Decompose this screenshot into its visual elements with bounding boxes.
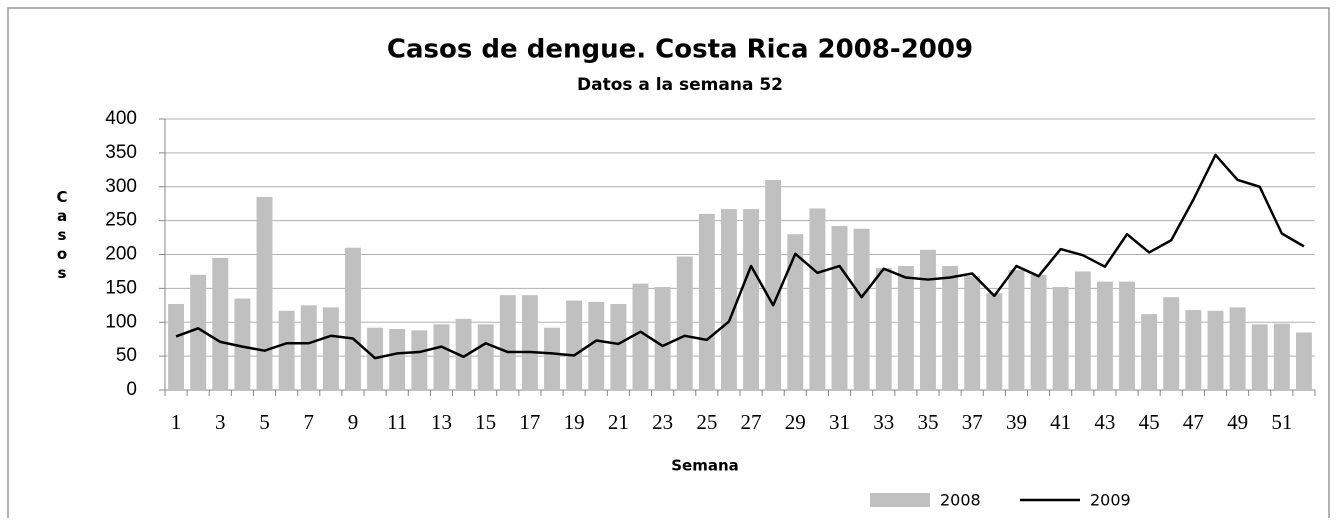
bar [455,318,472,390]
bar [1008,270,1025,390]
x-tick-label: 45 [1139,410,1160,434]
x-tick-label: 43 [1094,410,1115,434]
bar [234,298,251,390]
x-tick-label: 7 [304,410,315,434]
y-tick-label: 250 [105,210,137,231]
x-tick-label: 21 [608,410,629,434]
bar [566,300,583,390]
x-tick-label: 37 [962,410,983,434]
bar [1119,281,1135,390]
x-tick-label: 39 [1006,410,1027,434]
x-tick-label: 27 [741,410,762,434]
x-tick-label: 17 [519,410,540,434]
chart-frame [7,7,1330,523]
bar [1185,310,1202,390]
y-tick-label: 150 [105,277,137,298]
y-tick-label: 50 [116,345,137,366]
bar [1052,287,1069,390]
bar [1229,307,1246,390]
bar [676,256,693,390]
line [175,153,1305,360]
bar [698,213,715,390]
bar [1141,314,1158,390]
bar [1207,310,1224,390]
bar [654,287,671,390]
bar [875,268,892,390]
x-tick-label: 3 [215,410,226,434]
x-axis-label: Semana [671,457,739,475]
bar [1295,332,1312,390]
x-tick-label: 19 [564,410,585,434]
bar [190,274,207,390]
bar [1251,324,1268,390]
bar [986,293,1003,390]
y-tick-label: 400 [105,108,137,129]
x-tick-label: 47 [1183,410,1204,434]
bar [389,329,406,390]
bar [256,196,273,390]
bar [610,303,627,390]
bar [743,209,760,390]
bar [853,228,870,390]
x-tick-label: 23 [652,410,673,434]
legend-label: 2008 [940,491,981,510]
bar [300,305,317,390]
x-tick-label: 49 [1227,410,1248,434]
x-tick-label: 35 [917,410,938,434]
bar [278,310,295,390]
bar [765,179,782,390]
chart-subtitle: Datos a la semana 52 [577,75,783,95]
bar [1030,274,1047,390]
y-tick-label: 200 [105,244,137,265]
x-tick-label: 41 [1050,410,1071,434]
y-tick-label: 300 [105,176,137,197]
x-tick-label: 51 [1271,410,1292,434]
bar [588,301,605,390]
bar [964,276,981,390]
bar [897,266,914,390]
bar [433,324,450,390]
bar [1074,271,1091,390]
bar [831,226,848,390]
x-tick-label: 13 [431,410,452,434]
x-tick-label: 5 [259,410,270,434]
bar [168,303,185,390]
bar [411,330,428,390]
bar [787,234,804,390]
bar [1096,281,1113,390]
x-tick-label: 15 [475,410,496,434]
y-tick-label: 0 [126,379,137,400]
legend-label: 2009 [1090,491,1131,510]
bar [720,209,737,390]
bar [942,266,959,390]
bar [632,283,649,390]
bar [920,249,936,390]
bar [544,327,560,390]
bar [1273,323,1290,390]
bar [322,307,339,390]
y-axis-label: Casos [56,188,68,282]
x-tick-label: 11 [387,410,407,434]
x-tick-label: 25 [696,410,717,434]
legend-swatch [870,493,930,507]
bar [212,257,229,390]
y-tick-label: 350 [105,142,137,163]
x-tick-label: 9 [348,410,359,434]
x-tick-label: 31 [829,410,850,434]
chart-title: Casos de dengue. Costa Rica 2008-2009 [387,35,973,65]
bar [809,208,826,390]
y-tick-label: 100 [105,311,137,332]
bar [1163,297,1180,390]
x-tick-label: 29 [785,410,806,434]
x-tick-label: 1 [171,410,182,434]
bar [499,295,516,390]
x-tick-label: 33 [873,410,894,434]
bar [345,247,361,390]
bar [477,324,494,390]
bar [521,295,538,390]
